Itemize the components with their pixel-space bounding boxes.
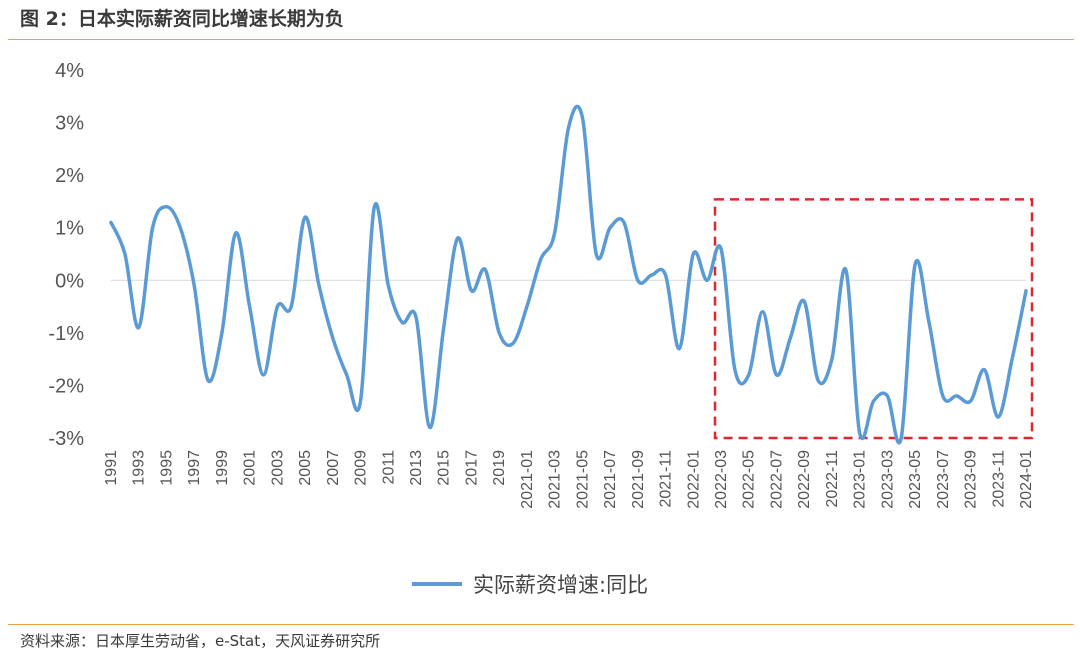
source-divider xyxy=(8,624,1074,625)
x-tick-label: 2022-01 xyxy=(685,450,702,509)
x-tick-label: 2003 xyxy=(269,450,286,486)
x-tick-label: 2023-05 xyxy=(907,450,924,509)
x-tick-label: 2005 xyxy=(297,450,314,486)
y-tick-label: 1% xyxy=(55,218,84,240)
x-tick-label: 2023-07 xyxy=(935,450,952,509)
x-tick-label: 2023-09 xyxy=(963,450,980,509)
y-tick-label: 0% xyxy=(55,270,84,292)
x-tick-label: 2022-09 xyxy=(796,450,813,509)
x-tick-label: 1997 xyxy=(186,450,203,486)
y-axis-ticks: -3% -2% -1% 0% 1% 2% 3% 4% xyxy=(48,60,84,450)
y-tick-label: -1% xyxy=(48,323,84,345)
x-tick-label: 1999 xyxy=(214,450,231,486)
y-tick-label: 3% xyxy=(55,113,84,135)
x-tick-label: 2013 xyxy=(408,450,425,486)
x-tick-label: 2023-03 xyxy=(879,450,896,509)
legend: 实际薪资增速:同比 xyxy=(412,573,648,597)
x-tick-label: 2024-01 xyxy=(1018,450,1035,509)
x-tick-label: 2022-05 xyxy=(741,450,758,509)
title-divider xyxy=(8,39,1074,40)
x-tick-label: 2009 xyxy=(353,450,370,486)
x-tick-label: 1993 xyxy=(131,450,148,486)
x-tick-label: 2011 xyxy=(380,450,397,485)
x-tick-label: 2021-07 xyxy=(602,450,619,509)
x-tick-label: 2001 xyxy=(242,450,259,486)
x-tick-label: 2023-11 xyxy=(990,450,1007,508)
x-tick-label: 2021-05 xyxy=(574,450,591,509)
source-note: 资料来源：日本厚生劳动省，e-Stat，天风证券研究所 xyxy=(20,632,381,650)
x-tick-label: 1995 xyxy=(158,450,175,486)
x-tick-label: 2019 xyxy=(491,450,508,486)
x-tick-label: 2023-01 xyxy=(852,450,869,509)
x-tick-label: 2021-03 xyxy=(547,450,564,509)
x-tick-label: 2007 xyxy=(325,450,342,486)
x-axis-ticks: 1991 1993 1995 1997 1999 2001 2003 2005 2007 2009… xyxy=(103,450,1035,509)
x-tick-label: 2022-03 xyxy=(713,450,730,509)
y-tick-label: -2% xyxy=(48,375,84,397)
x-tick-label: 2017 xyxy=(463,450,480,486)
x-tick-label: 2021-09 xyxy=(630,450,647,509)
x-tick-label: 2015 xyxy=(436,450,453,486)
chart-title: 图 2：日本实际薪资同比增速长期为负 xyxy=(20,8,344,30)
highlight-box xyxy=(713,198,1034,440)
y-tick-label: 4% xyxy=(55,60,84,82)
x-tick-label: 2022-11 xyxy=(824,450,841,508)
legend-label: 实际薪资增速:同比 xyxy=(473,573,648,597)
series-line-real-wage-growth xyxy=(109,104,1028,445)
x-tick-label: 1991 xyxy=(103,450,120,486)
x-tick-label: 2021-01 xyxy=(519,450,536,509)
line-chart: -3% -2% -1% 0% 1% 2% 3% 4% 1991 1993 1995 1997 1999… xyxy=(48,60,1035,597)
y-tick-label: -3% xyxy=(48,428,84,450)
x-tick-label: 2022-07 xyxy=(768,450,785,509)
x-tick-label: 2021-11 xyxy=(658,450,675,508)
y-tick-label: 2% xyxy=(55,165,84,187)
